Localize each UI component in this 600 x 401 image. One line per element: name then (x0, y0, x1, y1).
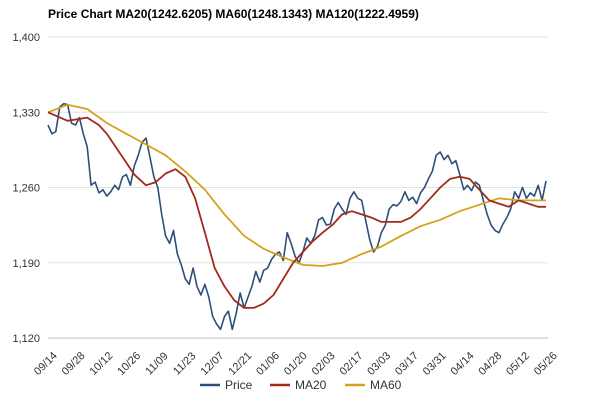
y-axis: 1,120 1,190 1,260 1,330 1,400 (12, 32, 40, 345)
x-tick-label: 09/14 (32, 350, 60, 378)
x-tick-label: 10/12 (87, 350, 115, 378)
x-tick-label: 01/06 (254, 350, 282, 378)
legend: Price MA20 MA60 (200, 378, 402, 392)
series-line-ma60 (47, 103, 546, 267)
y-tick-label: 1,400 (12, 32, 40, 44)
x-tick-label: 09/28 (60, 350, 88, 378)
legend-label: Price (225, 378, 253, 392)
x-tick-label: 12/07 (199, 350, 227, 378)
x-tick-label: 05/12 (504, 350, 532, 378)
y-tick-label: 1,120 (12, 333, 40, 345)
y-tick-label: 1,330 (12, 107, 40, 119)
x-tick-label: 01/20 (282, 350, 310, 378)
chart-title: Price Chart MA20(1242.6205) MA60(1248.13… (48, 7, 419, 21)
series-line-price (47, 102, 547, 331)
x-tick-label: 02/17 (337, 350, 365, 378)
x-tick-label: 04/14 (449, 350, 477, 378)
x-tick-label: 10/26 (115, 350, 143, 378)
x-tick-label: 11/23 (171, 350, 198, 377)
series-lines (47, 102, 547, 331)
x-tick-label: 03/03 (365, 350, 393, 378)
x-tick-label: 05/26 (532, 350, 560, 378)
x-tick-label: 04/28 (476, 350, 504, 378)
x-tick-label: 12/21 (226, 350, 254, 378)
legend-label: MA20 (295, 378, 327, 392)
x-tick-label: 02/03 (310, 350, 338, 378)
y-tick-label: 1,260 (12, 183, 40, 195)
y-tick-label: 1,190 (12, 258, 40, 270)
x-axis: 09/14 09/28 10/12 10/26 11/09 11/23 12/07 12/21… (32, 350, 560, 378)
series-line-ma20 (47, 111, 546, 309)
x-tick-label: 03/17 (393, 350, 421, 378)
grid-lines (48, 36, 548, 339)
x-tick-label: 03/31 (421, 350, 449, 378)
legend-label: MA60 (370, 378, 402, 392)
x-tick-label: 11/09 (143, 350, 170, 377)
